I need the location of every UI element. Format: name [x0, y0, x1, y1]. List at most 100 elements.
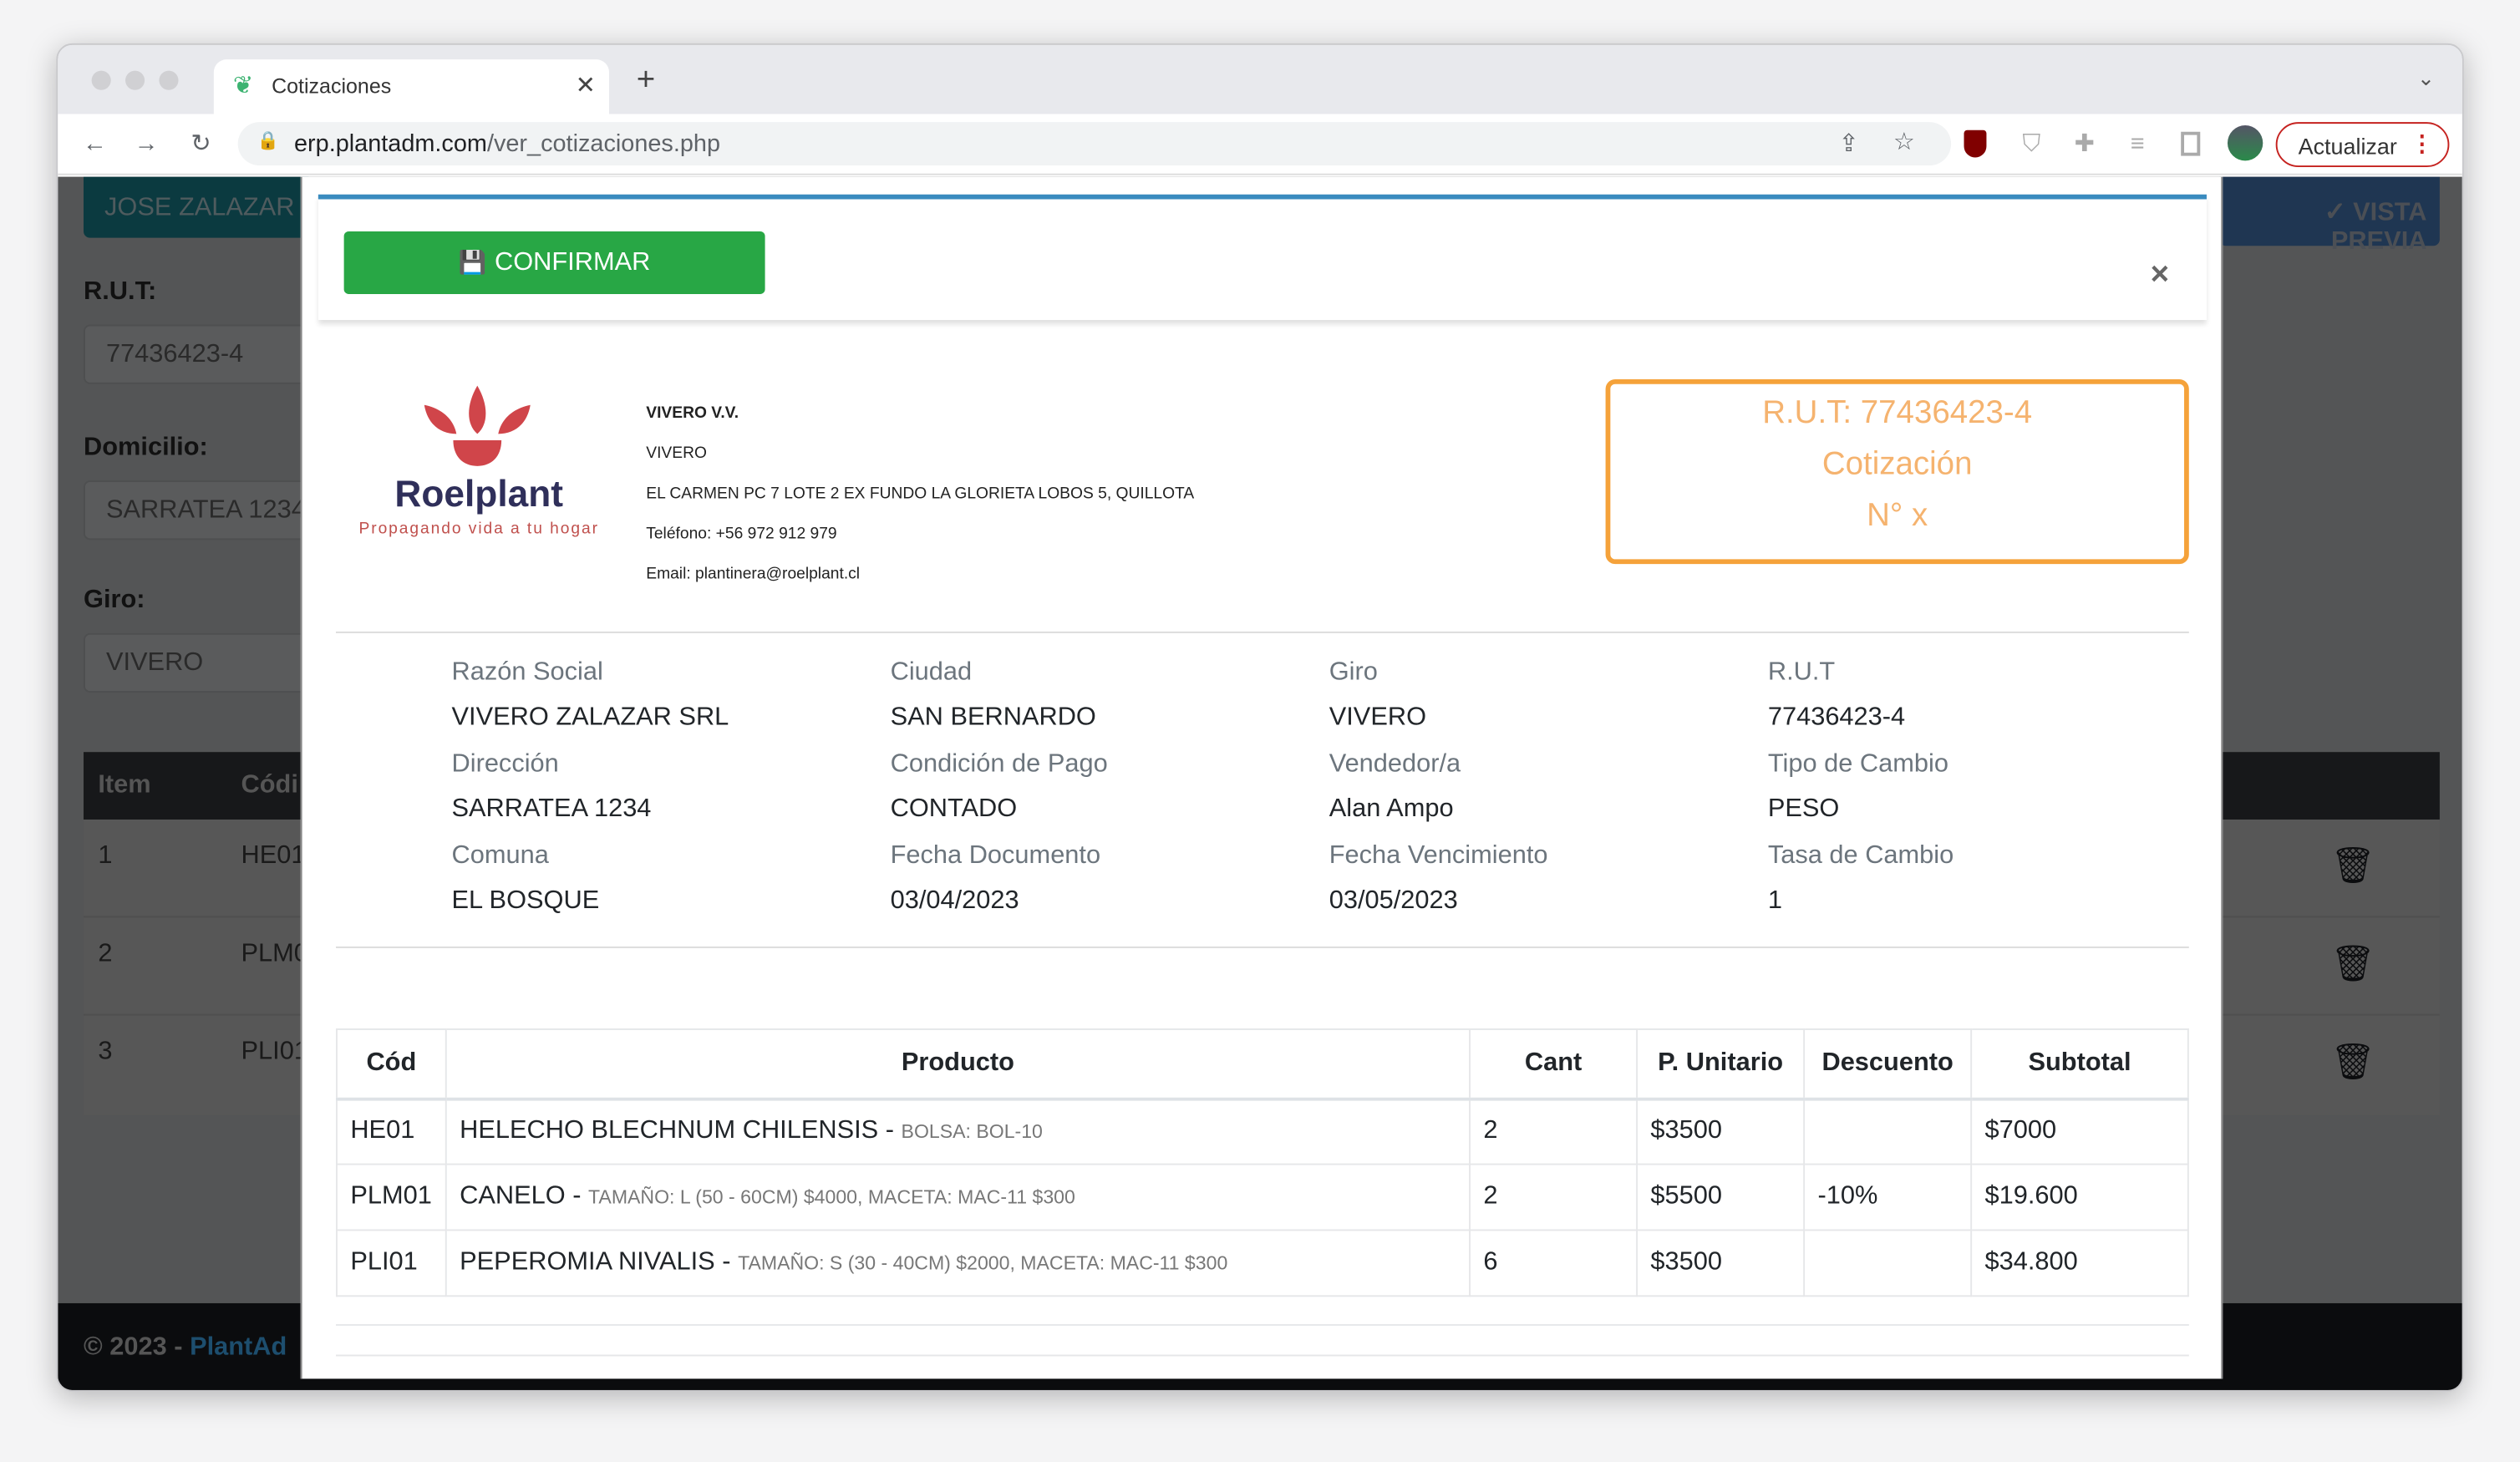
cell-code: PLI01 [336, 1229, 447, 1297]
cell-unit-price: $3500 [1636, 1229, 1806, 1297]
minimize-window-button[interactable] [125, 70, 145, 90]
cell-qty: 2 [1469, 1097, 1639, 1165]
table-row: PLI01 PEPEROMIA NIVALIS - TAMAÑO: S (30 … [336, 1229, 2189, 1297]
update-button[interactable]: Actualizar ⋮ [2275, 122, 2450, 168]
company-giro: VIVERO [646, 444, 707, 463]
check-icon: ✓ [2324, 199, 2354, 227]
product-name: HELECHO BLECHNUM CHILENSIS - [460, 1117, 902, 1145]
reload-icon[interactable]: ↻ [191, 129, 211, 158]
rut-input[interactable]: 77436423-4 [84, 324, 309, 384]
giro-input[interactable]: VIVERO [84, 632, 309, 693]
info-label: Razón Social [451, 658, 603, 687]
bg-table-row: 3 PLI01 🗑 [84, 1016, 2440, 1115]
cell-product: CANELO - TAMAÑO: L (50 - 60CM) $4000, MA… [445, 1163, 1471, 1231]
info-label: Vendedor/a [1329, 750, 1461, 778]
domicilio-input[interactable]: SARRATEA 1234 [84, 480, 309, 541]
preview-button[interactable]: ✓ VISTA PREVIA [2219, 176, 2440, 256]
cell-code: PLM01 [336, 1163, 447, 1231]
close-window-button[interactable] [91, 70, 111, 90]
info-value: SAN BERNARDO [890, 703, 1096, 732]
side-panel-icon[interactable] [2181, 131, 2201, 156]
info-label: Giro [1329, 658, 1378, 687]
cell-subtotal: $34.800 [1970, 1229, 2189, 1297]
product-detail: BOLSA: BOL-10 [901, 1120, 1043, 1144]
quote-box: R.U.T: 77436423-4 Cotización N° x [1605, 378, 2189, 565]
header-cod: Cód [336, 1028, 447, 1100]
info-value: 77436423-4 [1767, 703, 1906, 732]
info-value: CONTADO [890, 795, 1018, 823]
quote-number: N° x [1867, 498, 1928, 534]
header-cant: Cant [1469, 1028, 1639, 1100]
update-label: Actualizar [2298, 133, 2397, 160]
header-subtotal: Subtotal [1970, 1028, 2189, 1100]
trash-icon[interactable]: 🗑 [2330, 943, 2375, 984]
row-code: HE01 [241, 841, 306, 870]
profile-avatar[interactable] [2227, 125, 2263, 161]
share-icon[interactable]: ⇪ [1838, 129, 1859, 158]
browser-window: ❦ Cotizaciones ✕ + ⌄ ← → ↻ 🔒 erp.plantad… [56, 43, 2464, 1392]
cell-subtotal: $19.600 [1970, 1163, 2189, 1231]
roelplant-logo: Roelplant Propagando vida a tu hogar [341, 383, 617, 543]
row-item: 3 [98, 1038, 113, 1066]
company-phone: Teléfono: +56 972 912 979 [646, 525, 837, 544]
quote-rut: R.U.T: 77436423-4 [1762, 395, 2033, 431]
table-row: PLM01 CANELO - TAMAÑO: L (50 - 60CM) $40… [336, 1163, 2189, 1231]
page-content: JOSE ZALAZAR ✓ VISTA PREVIA R.U.T: 77436… [58, 176, 2462, 1390]
trash-icon[interactable]: 🗑 [2330, 845, 2375, 886]
tab-list-chevron-icon[interactable]: ⌄ [2416, 65, 2435, 90]
header-descuento: Descuento [1803, 1028, 1973, 1100]
trash-icon[interactable]: 🗑 [2330, 1041, 2375, 1082]
info-label: Fecha Vencimiento [1329, 841, 1548, 870]
save-floppy-icon: 💾 [458, 249, 487, 275]
info-value: VIVERO ZALAZAR SRL [451, 703, 729, 732]
cell-qty: 2 [1469, 1163, 1639, 1231]
header-producto: Producto [445, 1028, 1471, 1100]
address-bar[interactable]: 🔒 erp.plantadm.com/ver_cotizaciones.php … [237, 122, 1952, 166]
extensions-puzzle-icon[interactable]: ✚ [2074, 129, 2095, 158]
info-label: Fecha Documento [890, 841, 1101, 870]
ublock-extension-icon[interactable] [1964, 129, 1987, 158]
row-item: 2 [98, 940, 113, 967]
footer-brand-link[interactable]: PlantAd [190, 1333, 287, 1362]
cell-code: HE01 [336, 1097, 447, 1165]
header-unit-price: P. Unitario [1636, 1028, 1806, 1100]
url-domain: erp.plantadm.com [294, 129, 487, 158]
forward-icon[interactable]: → [134, 129, 159, 158]
info-label: Dirección [451, 750, 559, 778]
cell-unit-price: $5500 [1636, 1163, 1806, 1231]
tab-cotizaciones[interactable]: ❦ Cotizaciones ✕ [213, 59, 610, 114]
close-tab-icon[interactable]: ✕ [575, 72, 596, 100]
close-modal-button[interactable]: × [2150, 256, 2170, 293]
cell-unit-price: $3500 [1636, 1097, 1806, 1165]
back-icon[interactable]: ← [83, 129, 107, 158]
media-queue-icon[interactable]: ≡ [2130, 129, 2145, 158]
cell-discount [1803, 1229, 1973, 1297]
tab-bar: ❦ Cotizaciones ✕ + ⌄ [58, 44, 2462, 114]
plant-favicon-icon: ❦ [232, 72, 254, 100]
totals-table [336, 1323, 2189, 1388]
giro-label: Giro: [84, 586, 145, 614]
url-path: /ver_cotizaciones.php [486, 129, 721, 158]
logo-tagline: Propagando vida a tu hogar [358, 520, 599, 539]
plant-logo-icon [424, 385, 531, 466]
maximize-window-button[interactable] [159, 70, 179, 90]
menu-kebab-icon: ⋮ [2411, 129, 2434, 156]
product-detail: TAMAÑO: S (30 - 40CM) $2000, MACETA: MAC… [738, 1251, 1228, 1275]
user-button[interactable]: JOSE ZALAZAR [84, 176, 309, 238]
new-tab-button[interactable]: + [636, 63, 656, 99]
info-label: Comuna [451, 841, 549, 870]
company-address: EL CARMEN PC 7 LOTE 2 EX FUNDO LA GLORIE… [646, 485, 1195, 504]
bookmark-star-icon[interactable]: ☆ [1893, 128, 1915, 156]
rut-label: R.U.T: [84, 277, 157, 306]
info-value: EL BOSQUE [451, 886, 600, 915]
company-email: Email: plantinera@roelplant.cl [646, 566, 861, 584]
logo-name: Roelplant [394, 472, 563, 515]
shield-extension-icon[interactable]: ⛉ [2022, 129, 2041, 158]
info-label: R.U.T [1767, 658, 1836, 687]
info-label: Condición de Pago [890, 750, 1108, 778]
confirm-label: CONFIRMAR [494, 248, 651, 276]
cell-subtotal: $7000 [1970, 1097, 2189, 1165]
domicilio-label: Domicilio: [84, 434, 208, 462]
info-value: VIVERO [1329, 703, 1427, 732]
confirm-button[interactable]: 💾 CONFIRMAR [343, 231, 765, 295]
